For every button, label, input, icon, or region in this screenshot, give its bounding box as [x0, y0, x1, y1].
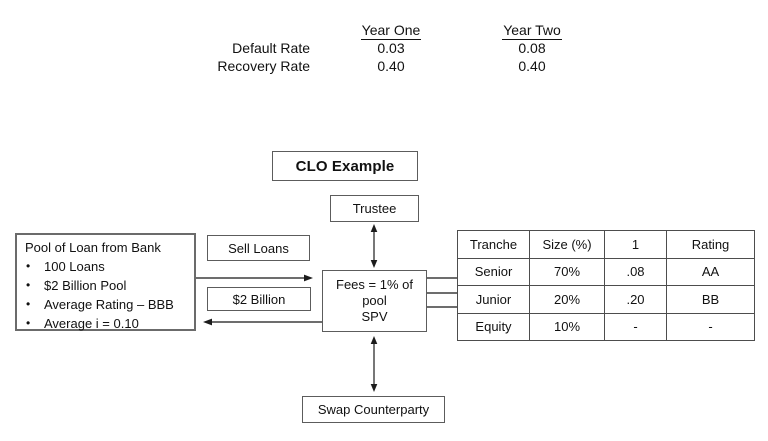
default-rate-year-two: 0.08 — [518, 40, 546, 56]
tranche-row-equity: Equity 10% - - — [457, 312, 755, 341]
spv-pool-line: pool — [362, 293, 387, 308]
diagram-title: CLO Example — [272, 151, 418, 181]
tranche-cell: .08 — [604, 257, 667, 286]
tranche-header-cell: Size (%) — [529, 230, 605, 259]
spv-box: Fees = 1% of pool SPV — [322, 270, 427, 332]
swap-counterparty-box: Swap Counterparty — [302, 396, 445, 423]
recovery-rate-year-two: 0.40 — [518, 58, 546, 74]
arrow-spv-swap — [370, 336, 378, 392]
rates-row-label-default: Default Rate — [232, 40, 310, 56]
loan-pool-title: Pool of Loan from Bank — [25, 240, 161, 255]
rates-header-year-two: Year Two — [494, 21, 570, 40]
tranche-cell: Equity — [457, 312, 530, 341]
tranche-cell: - — [666, 312, 755, 341]
tranche-row-senior: Senior 70% .08 AA — [457, 257, 755, 286]
tranche-cell: 70% — [529, 257, 605, 286]
tranche-cell: Junior — [457, 285, 530, 314]
two-billion-box: $2 Billion — [207, 287, 311, 311]
rates-header-year-one: Year One — [353, 21, 429, 40]
loan-pool-bullet: Average i = 0.10 — [17, 314, 194, 333]
tranche-table: Tranche Size (%) 1 Rating Senior 70% .08… — [457, 230, 755, 341]
tranche-row-junior: Junior 20% .20 BB — [457, 285, 755, 314]
tranche-cell: 10% — [529, 312, 605, 341]
tranche-cell: Senior — [457, 257, 530, 286]
arrow-pool-to-spv — [196, 274, 313, 282]
tranche-cell: AA — [666, 257, 755, 286]
spv-tranche-connectors — [427, 277, 458, 308]
sell-loans-box: Sell Loans — [207, 235, 310, 261]
spv-name-line: SPV — [361, 309, 388, 324]
arrow-spv-to-pool — [203, 318, 322, 326]
recovery-rate-year-one: 0.40 — [377, 58, 405, 74]
tranche-header-cell: Tranche — [457, 230, 530, 259]
tranche-header-row: Tranche Size (%) 1 Rating — [457, 230, 755, 259]
loan-pool-bullet: Average Rating – BBB — [17, 295, 194, 314]
tranche-header-cell: 1 — [604, 230, 667, 259]
arrow-trustee-spv — [370, 224, 378, 268]
rates-header-year-two-text: Year Two — [502, 22, 562, 40]
rates-header-year-one-text: Year One — [360, 22, 422, 40]
tranche-cell: - — [604, 312, 667, 341]
loan-pool-bullet: 100 Loans — [17, 257, 194, 276]
rates-row-label-recovery: Recovery Rate — [217, 58, 310, 74]
default-rate-year-one: 0.03 — [377, 40, 405, 56]
spv-fees-line: Fees = 1% of — [336, 277, 413, 292]
tranche-cell: 20% — [529, 285, 605, 314]
loan-pool-box: Pool of Loan from Bank 100 Loans $2 Bill… — [15, 233, 196, 333]
loan-pool-bullet: $2 Billion Pool — [17, 276, 194, 295]
tranche-cell: .20 — [604, 285, 667, 314]
tranche-cell: BB — [666, 285, 755, 314]
tranche-header-cell: Rating — [666, 230, 755, 259]
trustee-box: Trustee — [330, 195, 419, 222]
